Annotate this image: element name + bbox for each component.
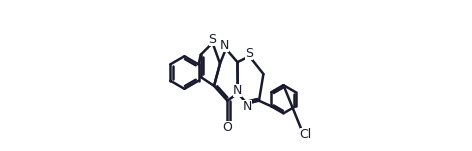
Text: Cl: Cl [300, 128, 312, 141]
Text: S: S [209, 33, 217, 46]
Text: S: S [245, 47, 253, 60]
Text: O: O [222, 121, 232, 134]
Text: N: N [220, 39, 229, 52]
Text: N: N [243, 100, 252, 113]
Text: N: N [233, 84, 243, 97]
